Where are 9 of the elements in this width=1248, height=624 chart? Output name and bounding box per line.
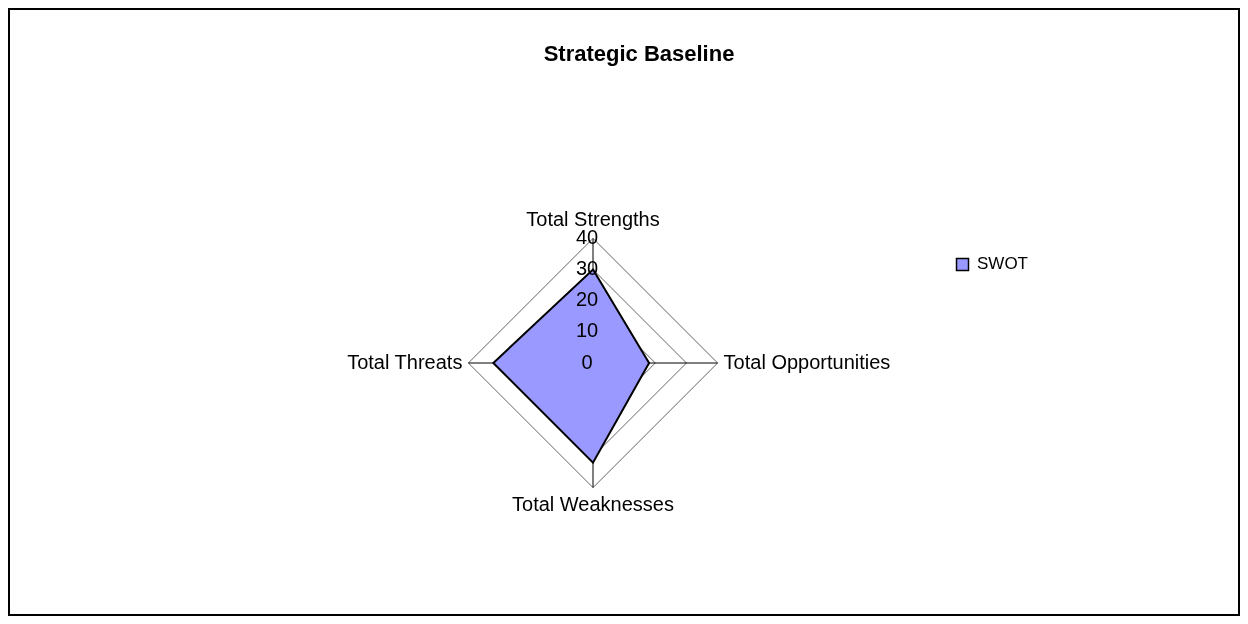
y-tick-label: 20	[575, 288, 599, 311]
y-tick-label: 30	[575, 257, 599, 280]
spoke-label: Total Threats	[347, 350, 463, 373]
spoke-label: Total Weaknesses	[512, 493, 674, 516]
chart-title: Strategic Baseline	[543, 41, 735, 67]
y-tick-label: 10	[575, 319, 599, 342]
legend-label: SWOT	[977, 254, 1029, 274]
spoke-label: Total Opportunities	[723, 350, 891, 373]
y-tick-label: 0	[581, 350, 593, 373]
